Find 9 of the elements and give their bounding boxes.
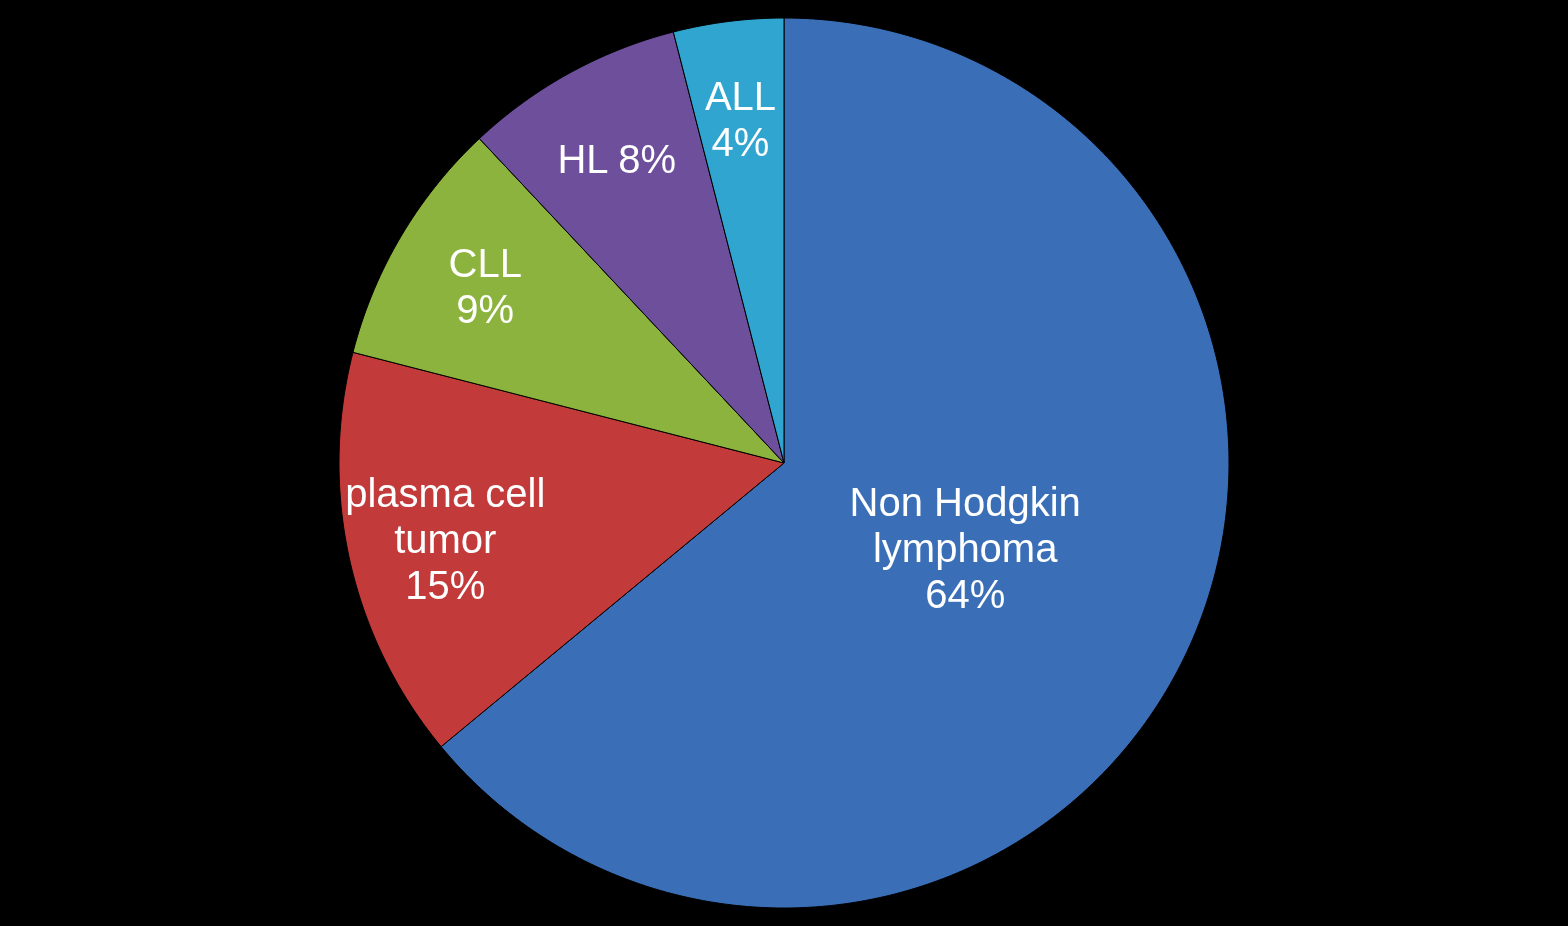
slice-label: HL 8%: [557, 136, 677, 181]
slice-label: CLL: [448, 241, 522, 286]
data-label: 4%: [711, 119, 770, 164]
data-label: 64%: [925, 572, 1006, 617]
data-label: 9%: [456, 287, 515, 332]
slice-label: Non Hodgkin lymphoma: [849, 480, 1081, 571]
data-label: 15%: [405, 562, 486, 607]
slice-label: ALL: [704, 73, 777, 118]
slice-label: plasma cell tumor: [345, 470, 546, 561]
